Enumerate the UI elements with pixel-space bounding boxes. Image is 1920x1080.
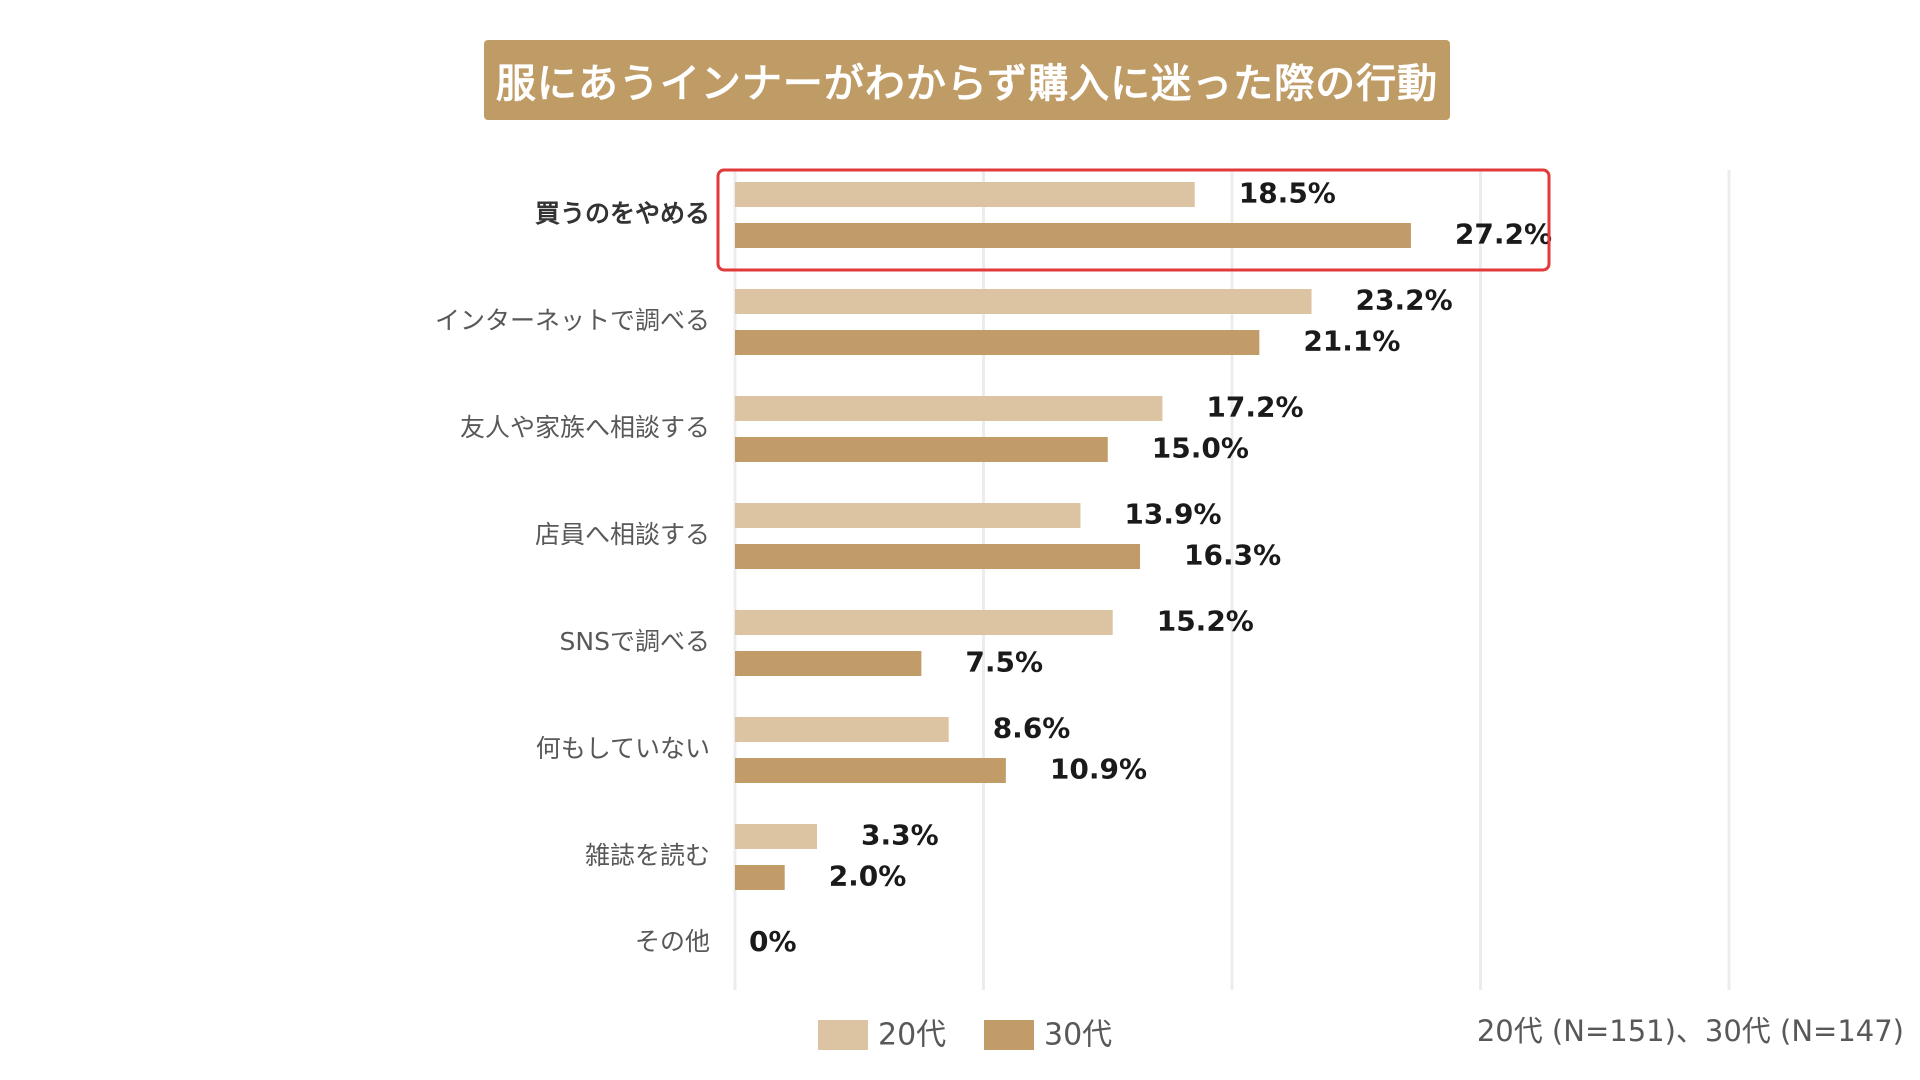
bar-20代	[735, 182, 1195, 207]
category-label: 友人や家族へ相談する	[460, 413, 710, 442]
legend-swatch	[984, 1020, 1034, 1050]
bar-20代	[735, 396, 1162, 421]
bar-20代	[735, 610, 1113, 635]
bar-30代	[735, 330, 1259, 355]
bar-30代	[735, 437, 1108, 462]
legend-label: 30代	[1044, 1018, 1112, 1053]
sample-size-note: 20代 (N=151)、30代 (N=147)	[1477, 1008, 1904, 1050]
bar-30代	[735, 223, 1411, 248]
data-label: 27.2%	[1455, 218, 1552, 251]
legend-swatch	[818, 1020, 868, 1050]
data-label: 0%	[749, 925, 797, 958]
data-label: 21.1%	[1303, 325, 1400, 358]
data-label: 18.5%	[1239, 177, 1336, 210]
data-label: 23.2%	[1356, 284, 1453, 317]
category-label: その他	[635, 927, 710, 956]
category-label: インターネットで調べる	[435, 306, 710, 335]
data-label: 3.3%	[861, 819, 939, 852]
bar-20代	[735, 289, 1312, 314]
bar-20代	[735, 717, 949, 742]
data-label: 2.0%	[829, 860, 907, 893]
data-label: 15.0%	[1152, 432, 1249, 465]
data-label: 16.3%	[1184, 539, 1281, 572]
category-label: 買うのをやめる	[535, 199, 710, 228]
category-label: SNSで調べる	[560, 627, 710, 656]
category-label: 何もしていない	[536, 734, 710, 763]
bar-30代	[735, 758, 1006, 783]
bar-30代	[735, 865, 785, 890]
bar-20代	[735, 503, 1080, 528]
data-label: 8.6%	[993, 712, 1071, 745]
data-label: 13.9%	[1124, 498, 1221, 531]
legend-label: 20代	[878, 1018, 946, 1053]
category-label: 店員へ相談する	[535, 520, 710, 549]
bar-20代	[735, 824, 817, 849]
bar-30代	[735, 651, 921, 676]
data-label: 10.9%	[1050, 753, 1147, 786]
bar-chart: 買うのをやめる 18.5% 27.2% インターネットで調べる 23.2% 21.1% 友人…	[0, 0, 1920, 1080]
data-label: 15.2%	[1157, 605, 1254, 638]
category-label: 雑誌を読む	[585, 841, 710, 870]
bar-30代	[735, 544, 1140, 569]
data-label: 7.5%	[965, 646, 1043, 679]
data-label: 17.2%	[1206, 391, 1303, 424]
